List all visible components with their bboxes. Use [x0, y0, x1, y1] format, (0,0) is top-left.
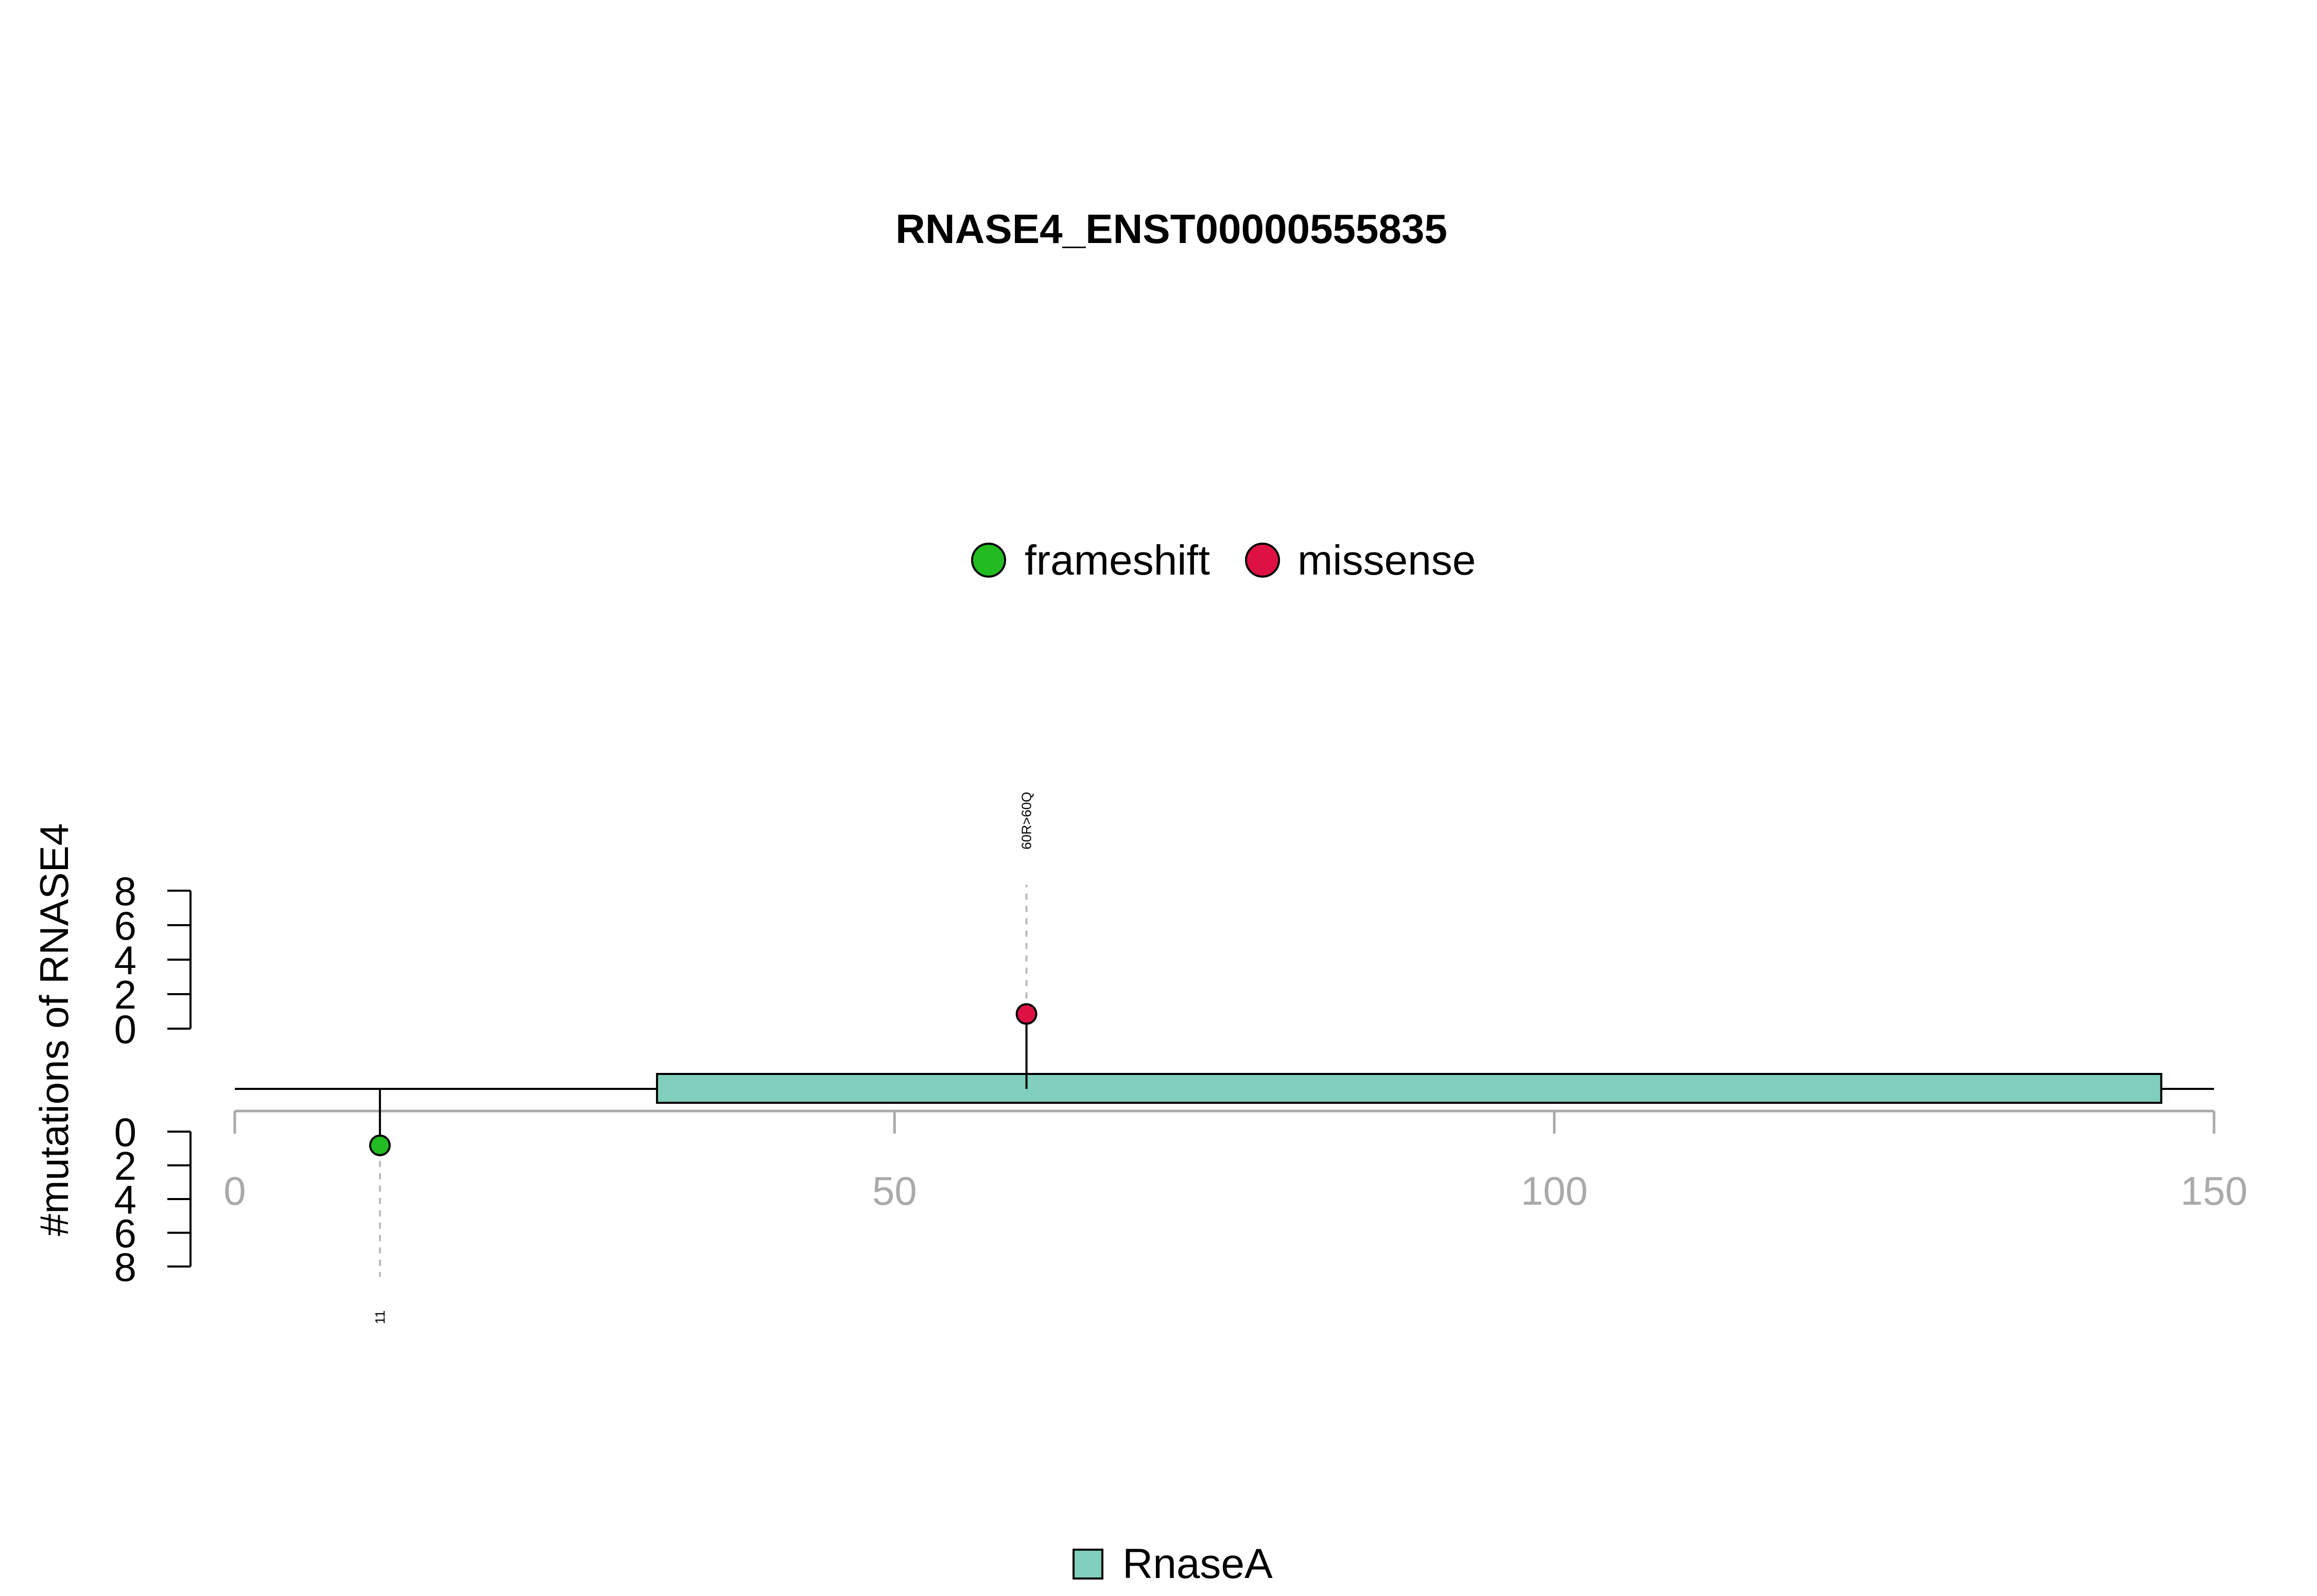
x-tick-label-150: 150 — [2181, 1168, 2247, 1213]
mutation-label-11: 11 — [372, 1310, 388, 1324]
domain-legend-label-RnaseA: RnaseA — [1122, 1540, 1273, 1587]
y-tick-label-upper-4: 4 — [114, 938, 136, 983]
mutations: 11 60R>60Q — [369, 792, 1038, 1324]
x-tick-label-100: 100 — [1521, 1168, 1588, 1213]
x-tick-label-0: 0 — [223, 1168, 246, 1213]
legend-label-frameshift: frameshift — [1025, 537, 1210, 584]
y-axis-label: #mutations of RNASE4 — [31, 823, 77, 1236]
y-tick-label-lower-4: 4 — [114, 1177, 136, 1222]
y-tick-label-lower-0: 0 — [114, 1109, 136, 1155]
mutation-legend: frameshift missense — [971, 537, 1476, 584]
y-tick-label-upper-6: 6 — [114, 903, 136, 948]
y-tick-label-lower-8: 8 — [114, 1244, 136, 1290]
legend-marker-frameshift — [971, 543, 1006, 578]
mutation-label-60: 60R>60Q — [1019, 792, 1034, 849]
x-axis: 0 50 100 150 — [223, 1109, 2247, 1213]
mutation-point-60 — [1015, 1003, 1038, 1025]
y-tick-label-lower-6: 6 — [114, 1211, 136, 1256]
x-tick-label-50: 50 — [872, 1168, 917, 1213]
y-tick-label-lower-2: 2 — [114, 1143, 136, 1189]
legend-marker-missense — [1245, 543, 1280, 578]
domain-legend: RnaseA — [1073, 1540, 1273, 1587]
protein-backbone — [235, 1073, 2214, 1104]
legend-label-missense: missense — [1298, 537, 1476, 584]
y-tick-label-upper-2: 2 — [114, 972, 136, 1017]
domain-RnaseA — [656, 1073, 2163, 1104]
mutation-point-11 — [369, 1134, 391, 1156]
chart-title: RNASE4_ENST00000555835 — [895, 206, 1447, 252]
y-tick-label-upper-8: 8 — [114, 869, 136, 914]
domain-legend-swatch-RnaseA — [1073, 1549, 1103, 1580]
y-tick-label-upper-0: 0 — [114, 1007, 136, 1052]
